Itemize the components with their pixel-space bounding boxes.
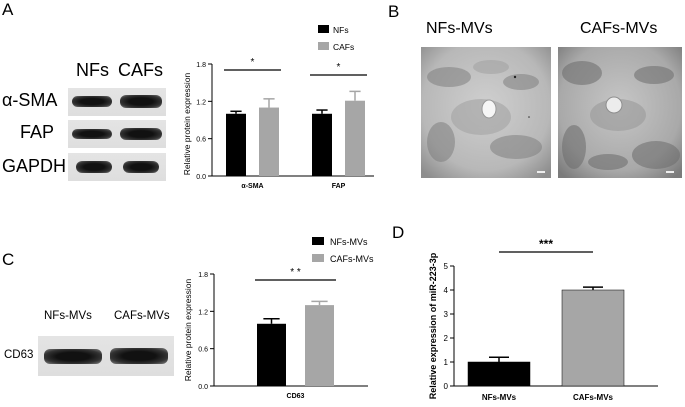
western-blot-a: NFs CAFs α-SMA FAP GAPDH <box>0 50 175 185</box>
y-axis-title: Relative protein expression <box>182 72 192 175</box>
y-tick-label: 0.6 <box>196 137 206 144</box>
axes <box>213 274 368 387</box>
bar <box>561 289 625 387</box>
x-tick-labels: CD63 <box>287 393 305 400</box>
y-axis-title: Relative protein expression <box>183 278 193 381</box>
blot-row-label: FAP <box>20 122 55 142</box>
blot-lane-label: CAFs <box>118 60 163 80</box>
bars <box>257 300 334 386</box>
blot-strip <box>68 120 166 148</box>
blot-band <box>76 161 112 173</box>
panel-letter-c: C <box>2 250 15 269</box>
legend-label: CAFs <box>333 42 354 52</box>
y-tick-label: 0.0 <box>198 384 208 391</box>
y-tick-label: 1.8 <box>198 272 208 279</box>
y-ticks: 0.0 0.6 1.2 1.8 <box>198 272 214 391</box>
legend-swatch-nfs-mvs <box>312 237 324 245</box>
x-tick-labels: α-SMA FAP <box>241 183 345 190</box>
legend: NFs-MVs CAFs-MVs <box>312 237 374 264</box>
y-tick-label: 1 <box>444 358 449 367</box>
bar <box>312 113 332 176</box>
legend-label: NFs-MVs <box>330 237 368 247</box>
y-tick-label: 4 <box>444 286 449 295</box>
blot-lane-label: NFs <box>76 60 109 80</box>
panel-letter-a: A <box>2 0 14 19</box>
y-tick-label: 1.2 <box>196 99 206 106</box>
significance-label: * * <box>290 267 301 278</box>
significance-label: * <box>251 57 255 68</box>
blot-strip-cd63 <box>38 336 174 376</box>
legend-swatch-cafs-mvs <box>312 254 324 262</box>
y-tick-label: 5 <box>444 262 449 271</box>
legend-label: NFs <box>333 25 349 35</box>
bar <box>259 107 279 176</box>
y-tick-label: 1.8 <box>196 62 206 69</box>
blot-band <box>120 128 162 140</box>
blot-band <box>120 95 162 108</box>
x-tick-label: α-SMA <box>241 183 263 190</box>
legend-swatch-nfs <box>318 25 329 33</box>
micrograph-nfs-mvs <box>421 47 551 178</box>
bar-chart-a: NFs CAFs Relative protein expression 0.0… <box>182 25 374 190</box>
y-tick-label: 2 <box>444 334 449 343</box>
blot-lane-label: NFs-MVs <box>44 310 92 322</box>
legend-label: CAFs-MVs <box>330 254 374 264</box>
bar <box>226 113 246 176</box>
y-tick-label: 3 <box>444 310 449 319</box>
significance-marks: * * <box>255 267 336 281</box>
significance-marks: * * <box>224 57 367 76</box>
blot-row-label: α-SMA <box>2 90 58 110</box>
significance-label: *** <box>539 237 553 251</box>
blot-band <box>44 349 102 364</box>
micrograph-title: NFs-MVs <box>426 20 493 37</box>
x-tick-label: CAFs-MVs <box>573 393 614 402</box>
y-tick-label: 0.6 <box>198 347 208 354</box>
x-tick-label: FAP <box>332 183 346 190</box>
blot-row-label: CD63 <box>4 349 34 361</box>
significance-label: * <box>337 62 341 73</box>
x-tick-label: CD63 <box>287 393 305 400</box>
blot-lane-label: CAFs-MVs <box>114 310 170 322</box>
x-tick-label: NFs-MVs <box>482 393 517 402</box>
y-tick-label: 0.0 <box>196 174 206 181</box>
micrograph-title: CAFs-MVs <box>580 20 658 37</box>
y-ticks: 0 1 2 3 4 5 <box>444 262 454 391</box>
blot-strip <box>68 88 166 116</box>
bars <box>226 90 365 176</box>
x-tick-labels: NFs-MVs CAFs-MVs <box>482 393 614 402</box>
blot-band <box>123 161 159 173</box>
bar-chart-c: NFs-MVs CAFs-MVs Relative protein expres… <box>183 237 374 400</box>
blot-band <box>72 129 112 139</box>
legend: NFs CAFs <box>318 25 354 52</box>
bar <box>257 323 286 386</box>
bars <box>467 286 625 387</box>
y-tick-label: 0 <box>444 382 449 391</box>
micrograph-cafs-mvs <box>558 47 682 178</box>
blot-band <box>72 96 112 107</box>
legend-swatch-cafs <box>318 42 329 50</box>
panel-letter-b: B <box>388 2 400 21</box>
y-ticks: 0.0 0.6 1.2 1.8 <box>196 62 212 181</box>
bar <box>345 100 365 176</box>
bar <box>467 361 531 387</box>
blot-row-label: GAPDH <box>2 156 67 176</box>
bar-chart-d: Relative expression of miR-223-3p 0 1 2 3 4 5… <box>428 237 658 402</box>
significance-marks: *** <box>499 237 593 253</box>
blot-band <box>110 348 168 364</box>
y-axis-title: Relative expression of miR-223-3p <box>428 252 438 399</box>
bar <box>305 305 334 386</box>
panel-letter-d: D <box>392 223 405 242</box>
blot-strip <box>68 153 166 181</box>
y-tick-label: 1.2 <box>198 309 208 316</box>
